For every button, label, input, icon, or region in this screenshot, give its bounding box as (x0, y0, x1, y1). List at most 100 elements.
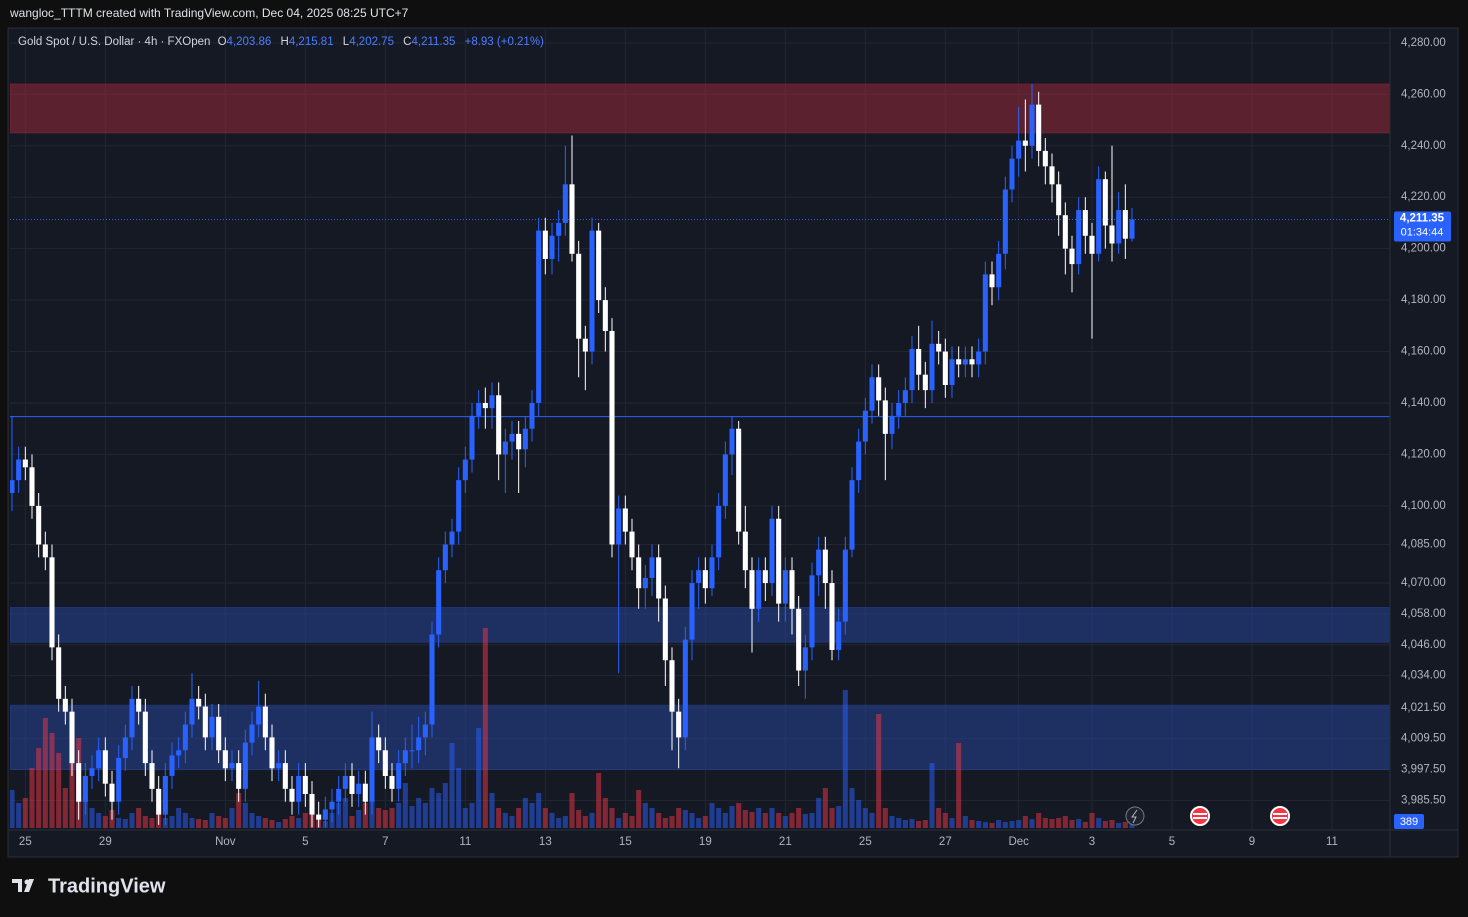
flag-icon[interactable] (1190, 806, 1210, 826)
candle-body (642, 577, 648, 589)
candle-body (609, 330, 615, 545)
candle-body (736, 428, 742, 532)
candle-body (636, 557, 642, 589)
candle-body (249, 724, 255, 743)
volume-bar (696, 818, 702, 828)
candle-body (1016, 140, 1022, 159)
volume-bar (462, 808, 468, 828)
candle-body (396, 763, 402, 789)
candle-body (222, 750, 228, 769)
candle-body (816, 549, 822, 576)
candle-body (276, 763, 282, 769)
candle-body (336, 788, 342, 802)
candle-body (649, 557, 655, 578)
volume-bar (1022, 816, 1028, 828)
candle-body (216, 716, 222, 751)
volume-bar (762, 813, 768, 828)
candle-body (916, 348, 922, 375)
candle-body (302, 775, 308, 794)
volume-bar (936, 808, 942, 828)
candle-body (156, 788, 162, 815)
volume-tag-label: 389 (1400, 816, 1418, 828)
flag-icon[interactable] (1270, 806, 1290, 826)
volume-bar (822, 788, 828, 828)
candle-body (22, 459, 28, 468)
volume-bar (756, 808, 762, 828)
candle-body (969, 359, 975, 365)
volume-bar (469, 803, 475, 828)
volume-bar (536, 793, 542, 828)
candle-body (422, 724, 428, 738)
candle-body (902, 390, 908, 403)
volume-bar (376, 808, 382, 828)
volume-tag (1394, 814, 1424, 829)
candle-body (1042, 150, 1048, 167)
candle-body (242, 742, 248, 789)
candle-body (702, 570, 708, 589)
x-tick-label: 11 (1326, 836, 1338, 848)
candle-body (896, 402, 902, 416)
volume-bar (569, 793, 575, 828)
volume-bar (409, 806, 415, 828)
legend-value: 4,202.75 (349, 36, 394, 48)
volume-bar (562, 816, 568, 828)
footer-logo: TradingView (12, 875, 166, 897)
lightning-icon[interactable] (1125, 806, 1145, 826)
volume-bar (989, 823, 995, 828)
candle-body (836, 621, 842, 650)
candle-body (142, 711, 148, 764)
candle-body (1069, 248, 1075, 265)
candle-body (282, 763, 288, 789)
candle-body (69, 711, 75, 764)
candle-body (322, 809, 328, 820)
candle-body (529, 402, 535, 429)
volume-bar (689, 813, 695, 828)
volume-bar (522, 798, 528, 828)
volume-bar (56, 753, 62, 828)
volume-bar (129, 813, 135, 828)
volume-bar (182, 813, 188, 828)
candle-body (96, 750, 102, 769)
volume-bar (802, 814, 808, 828)
y-tick-label: 4,240.00 (1401, 140, 1446, 152)
countdown: 01:34:44 (1401, 226, 1444, 238)
candle-body (10, 480, 15, 494)
volume-bar (202, 820, 208, 828)
candle-body (409, 750, 415, 752)
volume-bar (996, 820, 1002, 828)
x-tick-label: 21 (779, 836, 792, 848)
volume-bar (649, 808, 655, 828)
y-tick-label: 4,260.00 (1401, 88, 1446, 100)
volume-bar (1002, 822, 1008, 828)
volume-bar (969, 820, 975, 828)
volume-bar (742, 810, 748, 828)
volume-bar (916, 821, 922, 828)
x-tick-label: 19 (699, 836, 712, 848)
volume-bar (102, 816, 108, 828)
candle-body (136, 698, 142, 712)
volume-bar (769, 808, 775, 828)
volume-bar (609, 808, 615, 828)
volume-bar (662, 818, 668, 828)
volume-bar (176, 808, 182, 828)
volume-bar (142, 816, 148, 828)
candle-body (549, 235, 555, 259)
volume-bar (482, 628, 488, 828)
axes: 4,280.00 4,260.00 4,240.00 4,220.00 4,200.00… (19, 37, 1451, 848)
volume-bar (909, 819, 915, 828)
candle-body (876, 377, 882, 401)
candle-body (696, 570, 702, 584)
volume-bar (449, 743, 455, 828)
volume-bar (1036, 813, 1042, 828)
candle-body (89, 768, 95, 776)
candle-body (756, 570, 762, 609)
volume-bar (442, 783, 448, 828)
volume-bar (1129, 824, 1135, 828)
flag-stripe (1273, 817, 1287, 819)
candle-body (536, 230, 542, 403)
volume-bar (549, 813, 555, 828)
candle-body (796, 608, 802, 671)
volume-bar (62, 788, 68, 828)
x-tick-label: Nov (215, 836, 236, 848)
volume-bar (516, 808, 522, 828)
